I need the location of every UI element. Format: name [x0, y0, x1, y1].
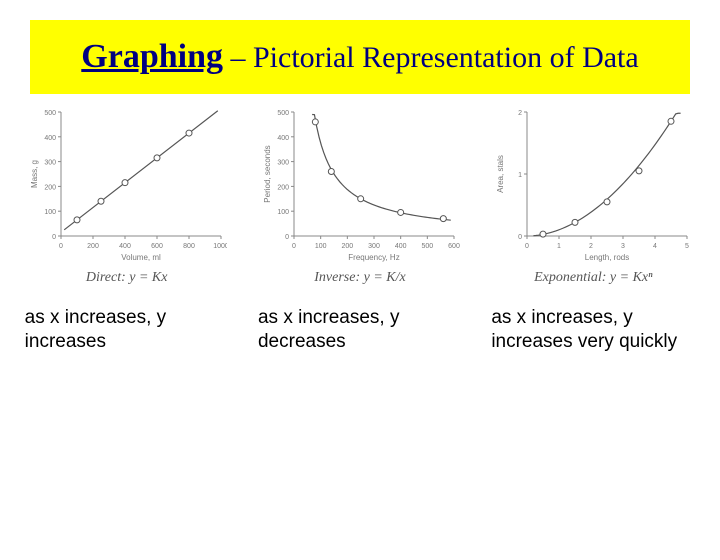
chart-direct: 0 200 400 600 800 1000 0 100 200 300 400 500 Volume,… [27, 104, 227, 264]
svg-text:5: 5 [685, 243, 689, 250]
svg-text:3: 3 [621, 243, 625, 250]
svg-text:500: 500 [277, 110, 289, 117]
svg-text:1: 1 [518, 172, 522, 179]
equation-direct: Direct: y = Kx [86, 270, 168, 286]
captions-row: as x increases, y increases as x increas… [0, 306, 720, 354]
svg-text:400: 400 [119, 243, 131, 250]
svg-text:400: 400 [44, 135, 56, 142]
svg-text:800: 800 [183, 243, 195, 250]
svg-text:0: 0 [52, 234, 56, 241]
chart-inverse: 0 100 200 300 400 500 600 0 100 200 300 400 500 Frequ… [260, 104, 460, 264]
svg-text:400: 400 [277, 135, 289, 142]
svg-text:100: 100 [315, 243, 327, 250]
svg-text:0: 0 [59, 243, 63, 250]
svg-text:2: 2 [518, 110, 522, 117]
svg-text:1000: 1000 [213, 243, 227, 250]
svg-text:0: 0 [292, 243, 296, 250]
svg-text:0: 0 [285, 234, 289, 241]
svg-text:400: 400 [395, 243, 407, 250]
svg-text:200: 200 [277, 184, 289, 191]
title-part2: – Pictorial Representation of Data [223, 41, 639, 74]
svg-text:300: 300 [44, 160, 56, 167]
caption-exponential: as x increases, y increases very quickly [483, 306, 703, 354]
svg-text:0: 0 [525, 243, 529, 250]
equation-inverse: Inverse: y = K/x [314, 270, 405, 286]
svg-text:600: 600 [151, 243, 163, 250]
svg-text:500: 500 [421, 243, 433, 250]
chart-col-exponential: 0 1 2 3 4 5 0 1 2 Length, rods Area, stals Exponen… [483, 104, 703, 286]
chart-col-inverse: 0 100 200 300 400 500 600 0 100 200 300 400 500 Frequ… [250, 104, 470, 286]
svg-text:100: 100 [44, 209, 56, 216]
caption-inverse: as x increases, y decreases [250, 306, 470, 354]
svg-text:Volume, ml: Volume, ml [121, 253, 161, 262]
svg-text:200: 200 [44, 184, 56, 191]
svg-text:500: 500 [44, 110, 56, 117]
svg-text:Frequency, Hz: Frequency, Hz [348, 253, 399, 262]
chart-col-direct: 0 200 400 600 800 1000 0 100 200 300 400 500 Volume,… [17, 104, 237, 286]
chart-exponential: 0 1 2 3 4 5 0 1 2 Length, rods Area, stals [493, 104, 693, 264]
svg-text:Mass, g: Mass, g [30, 160, 39, 188]
svg-text:Period, seconds: Period, seconds [263, 145, 272, 202]
svg-text:200: 200 [87, 243, 99, 250]
charts-row: 020040060080010000100200300400500Volume,… [0, 104, 720, 286]
svg-text:100: 100 [277, 209, 289, 216]
svg-text:4: 4 [653, 243, 657, 250]
svg-text:Length, rods: Length, rods [585, 253, 629, 262]
svg-text:300: 300 [368, 243, 380, 250]
equation-exponential: Exponential: y = Kxⁿ [534, 270, 652, 286]
svg-text:200: 200 [341, 243, 353, 250]
caption-direct: as x increases, y increases [17, 306, 237, 354]
svg-text:Area, stals: Area, stals [496, 155, 505, 193]
svg-text:0: 0 [518, 234, 522, 241]
svg-text:2: 2 [589, 243, 593, 250]
title-part1: Graphing [81, 38, 223, 75]
svg-text:1: 1 [557, 243, 561, 250]
title-banner: Graphing – Pictorial Representation of D… [30, 20, 690, 94]
svg-text:300: 300 [277, 160, 289, 167]
svg-text:600: 600 [448, 243, 460, 250]
